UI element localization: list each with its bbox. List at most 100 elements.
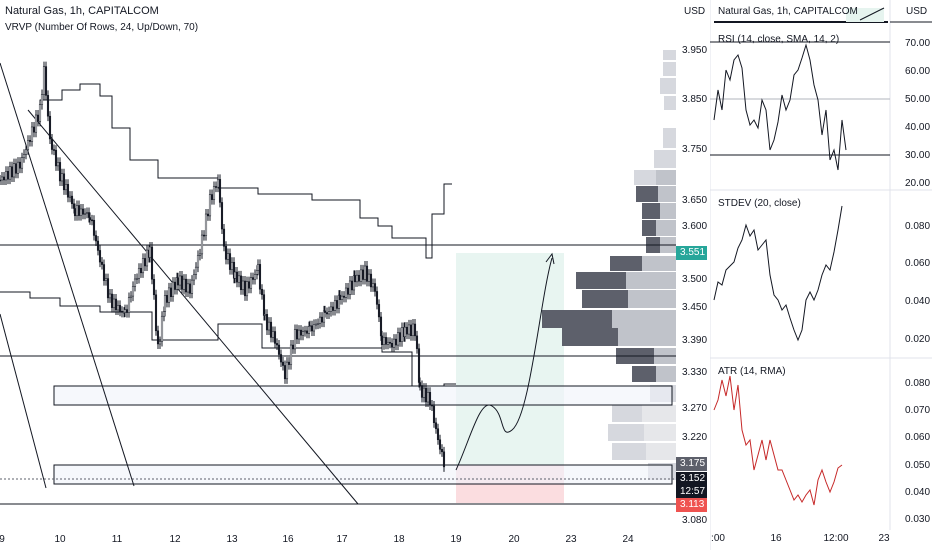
rsi-label[interactable]: RSI (14, close, SMA, 14, 2) [718,34,840,45]
candle-body [283,365,287,380]
candle-body [178,275,182,286]
candle-body [382,337,386,345]
candle-body [220,202,224,230]
projection-arrow [455,257,553,471]
candle-body [361,269,365,280]
time-tick: 12 [169,534,181,545]
stdev-label[interactable]: STDEV (20, close) [718,198,801,209]
candle-body [42,66,46,95]
candle-body [237,275,241,283]
candle-body [434,422,438,429]
candle-body [137,267,141,279]
candle-body [83,213,87,215]
time-tick: 19 [450,534,462,545]
candle-body [24,149,28,155]
price-axis[interactable]: 3.950 3.850 3.750 3.650 3.600 3.500 3.45… [676,0,710,528]
stdev-tick: 0.040 [905,296,931,307]
mini-currency-label: USD [906,6,928,17]
candle-body [182,278,186,290]
candle-body [371,283,375,288]
price-tick: 3.450 [682,302,708,313]
candle-body [154,294,158,332]
candle-body [249,277,253,289]
time-tick: 11 [111,534,123,545]
candle-body [0,176,4,181]
candle-body [384,337,388,345]
candle-body [22,153,26,158]
candle-body [116,305,120,311]
candle-body [424,387,428,403]
candle-body [60,173,64,182]
candle-body [365,265,369,282]
atr-label[interactable]: ATR (14, RMA) [718,366,786,377]
indicator-label[interactable]: VRVP (Number Of Rows, 24, Up/Down, 70) [5,22,199,33]
candle-body [285,361,289,380]
candle-body [44,66,48,96]
candle-body [430,404,434,407]
candle-body [106,278,110,299]
candle-body [253,274,257,280]
candle-body [297,329,301,340]
atr-tick: 0.080 [905,378,931,389]
candle-body [271,331,275,338]
candle-body [50,138,54,150]
candle-body [96,240,100,251]
price-tick: 3.270 [682,403,708,414]
candle-body [176,277,180,286]
candle-body [79,208,83,216]
candle-body [104,278,108,281]
price-tick: 3.650 [682,195,708,206]
candle-body [258,264,262,290]
candle-body [190,279,194,294]
main-price-chart[interactable] [0,0,676,528]
candle-body [350,280,354,291]
candle-body [222,228,226,247]
candle-body [88,217,92,221]
time-axis[interactable]: 9 10 11 12 13 16 17 18 19 20 23 24 [0,528,676,550]
candle-body [388,341,392,344]
candle-body [167,287,171,303]
candle-body [0,179,2,182]
candle-body [346,287,350,295]
candle-body [316,323,320,325]
candle-body [152,279,156,296]
candle-body [118,305,122,312]
candle-body [64,184,68,191]
candle-body [10,166,14,178]
time-tick: 16 [282,534,294,545]
candle-body [312,324,316,332]
candle-body [359,269,363,282]
time-tick: 23 [565,534,577,545]
candle-body [426,392,430,403]
candle-body [158,341,162,345]
candle-body [267,321,271,331]
candle-body [204,213,208,236]
candle-body [277,344,281,355]
time-tick: 10 [54,534,66,545]
candle-body [305,330,309,334]
arrow-head [545,252,555,265]
candle-body [320,316,324,323]
candle-body [208,194,212,217]
candle-body [165,295,169,303]
candle-body [386,341,390,345]
current-price-label: 3.152 [676,472,707,486]
candle-body [314,323,318,326]
candle-body [26,140,30,151]
candle-body [293,329,297,350]
long-position-target-zone [456,253,564,465]
candle-body [380,335,384,345]
candle-body [251,277,255,280]
candle-body [400,327,404,342]
indicator-panel[interactable]: Natural Gas, 1h, CAPITALCOM USD RSI (14,… [710,0,932,550]
candle-body [200,234,204,255]
candle-body [279,354,283,363]
atr-tick: 0.070 [905,405,931,416]
candle-body [265,314,269,331]
candle-body [367,273,371,282]
time-tick: 24 [622,534,634,545]
price-tick: 3.600 [682,221,708,232]
candle-body [210,194,214,200]
candle-body [92,219,96,236]
candle-body [108,293,112,299]
